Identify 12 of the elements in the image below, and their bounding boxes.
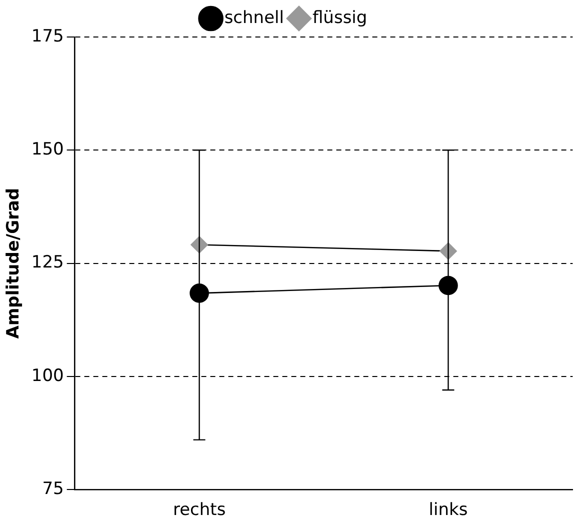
y-tick-label: 75 bbox=[42, 479, 64, 500]
y-tick-label: 125 bbox=[31, 252, 64, 273]
x-tick-label: links bbox=[428, 500, 468, 520]
x-tick-label: rechts bbox=[172, 500, 226, 520]
legend-label: schnell bbox=[224, 8, 284, 28]
point bbox=[190, 284, 209, 303]
y-tick-label: 150 bbox=[31, 140, 64, 160]
point bbox=[438, 276, 458, 296]
legend-label: flüssig bbox=[312, 8, 368, 28]
y-axis-title: Amplitude/Grad bbox=[4, 188, 24, 339]
y-tick-label: 175 bbox=[31, 26, 64, 46]
y-tick-label: 100 bbox=[31, 366, 64, 386]
